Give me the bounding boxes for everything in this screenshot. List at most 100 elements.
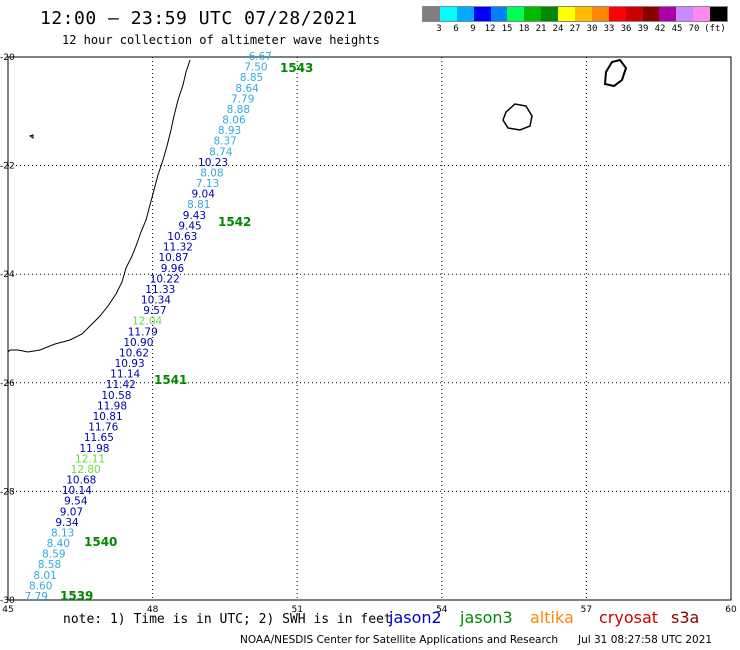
legend-swatch: [710, 7, 728, 21]
legend-label: 30: [586, 24, 598, 34]
satellite-name-altika: altika: [530, 608, 574, 627]
swh-value: 9.07: [60, 506, 83, 518]
swh-value: 9.96: [161, 263, 185, 275]
swh-value: 10.63: [167, 231, 197, 243]
y-tick-label: -30: [0, 596, 15, 606]
altimeter-track: 6.677.508.858.647.798.888.068.938.378.74…: [25, 51, 272, 603]
satellite-name-jason3: jason3: [460, 608, 513, 627]
x-tick-label: 54: [436, 605, 448, 615]
legend-label: 21: [535, 24, 547, 34]
legend-labels: 3 6 9 12 15 18 21 24 27 30 33 36 39 42 45 70 (ft): [422, 22, 728, 36]
swh-value: 8.64: [235, 83, 259, 95]
swh-value: 11.76: [88, 422, 118, 434]
legend-swatch: [642, 7, 660, 21]
legend-label: 9: [470, 24, 476, 34]
swh-value: 8.58: [38, 559, 61, 571]
swh-value: 6.67: [249, 51, 272, 63]
swh-value: 9.45: [178, 220, 201, 232]
map-frame: [7, 56, 732, 601]
swh-value: 12.80: [71, 464, 101, 476]
swh-value: 11.42: [106, 379, 136, 391]
legend-label: 12: [484, 24, 496, 34]
legend-swatch: [439, 7, 457, 21]
y-tick-label: -24: [0, 270, 15, 280]
swh-value: 9.43: [183, 210, 206, 222]
swh-value: 10.87: [158, 252, 188, 264]
swh-value: 8.81: [187, 199, 210, 211]
reunion-island-outline: [502, 103, 533, 131]
legend-label: 45: [671, 24, 683, 34]
swh-value: 10.68: [66, 475, 96, 487]
legend-swatch: [558, 7, 576, 21]
legend-label: 18: [518, 24, 530, 34]
legend-swatch: [423, 7, 440, 21]
swh-value: 8.13: [51, 527, 74, 539]
x-tick-label: 51: [291, 605, 302, 615]
satellite-name-jason2: jason2: [389, 608, 442, 627]
y-tick-label: -26: [0, 379, 15, 389]
units-note: note: 1) Time is in UTC; 2) SWH is in fe…: [63, 612, 392, 627]
pass-number-label: 1540: [84, 535, 117, 549]
legend-swatch: [524, 7, 542, 21]
swh-value: 8.85: [240, 72, 263, 84]
legend-swatch: [659, 7, 677, 21]
legend-swatch: [693, 7, 711, 21]
satellite-name-s3a: s3a: [671, 608, 700, 627]
legend-label: 15: [501, 24, 513, 34]
swh-value: 8.59: [42, 549, 65, 561]
map-grid: [7, 56, 732, 601]
swh-value: 10.81: [93, 411, 123, 423]
legend-label: 70: [688, 24, 700, 34]
page-title: 12:00 – 23:59 UTC 07/28/2021: [40, 8, 358, 29]
legend-label: (ft): [704, 24, 726, 34]
y-tick-label: -22: [0, 162, 15, 172]
swh-value: 7.50: [244, 62, 267, 74]
y-tick-label: -20: [0, 53, 15, 63]
swh-value: 12.11: [75, 453, 105, 465]
swh-value: 9.34: [55, 517, 79, 529]
page-subtitle: 12 hour collection of altimeter wave hei…: [62, 33, 380, 47]
swh-value: 7.13: [196, 178, 219, 190]
swh-value: 10.23: [198, 157, 228, 169]
swh-value: 10.34: [141, 295, 171, 307]
small-islet: [28, 134, 34, 139]
legend-label: 33: [603, 24, 615, 34]
pass-labels: 1543 1542 1541 1540 1539: [60, 61, 313, 603]
legend-swatch: [541, 7, 559, 21]
swh-value: 9.54: [64, 496, 88, 508]
pass-number-label: 1542: [218, 215, 251, 229]
x-tick-label: 45: [2, 605, 13, 615]
swh-value: 10.58: [101, 390, 131, 402]
swh-value: 11.98: [97, 400, 127, 412]
swh-value: 12.04: [132, 316, 162, 328]
satellite-name-cryosat: cryosat: [599, 608, 659, 627]
legend-label: 39: [637, 24, 649, 34]
legend-swatch: [507, 7, 525, 21]
swh-value: 8.40: [47, 538, 70, 550]
swh-value: 8.37: [213, 136, 236, 148]
pass-number-label: 1543: [280, 61, 313, 75]
swh-value: 9.57: [143, 305, 166, 317]
legend-swatch: [676, 7, 694, 21]
legend-swatch: [608, 7, 626, 21]
x-tick-label: 60: [725, 605, 737, 615]
legend-swatch: [625, 7, 643, 21]
y-tick-label: -28: [0, 487, 15, 497]
swh-value: 8.01: [33, 570, 56, 582]
legend-swatch: [591, 7, 609, 21]
generation-date: Jul 31 08:27:58 UTC 2021: [578, 634, 713, 646]
color-legend: 3 6 9 12 15 18 21 24 27 30 33 36 39 42 45 70 (ft): [422, 6, 728, 36]
swh-value: 10.90: [123, 337, 153, 349]
swh-value: 8.06: [222, 115, 246, 127]
swh-value: 8.08: [200, 167, 223, 179]
legend-swatch: [456, 7, 474, 21]
legend-swatch: [473, 7, 491, 21]
swh-value: 11.98: [79, 443, 109, 455]
swh-value: 11.32: [163, 242, 193, 254]
legend-label: 27: [569, 24, 581, 34]
legend-swatches: [422, 6, 728, 22]
source-credit: NOAA/NESDIS Center for Satellite Applica…: [240, 634, 558, 646]
legend-label: 42: [654, 24, 666, 34]
legend-label: 36: [620, 24, 632, 34]
